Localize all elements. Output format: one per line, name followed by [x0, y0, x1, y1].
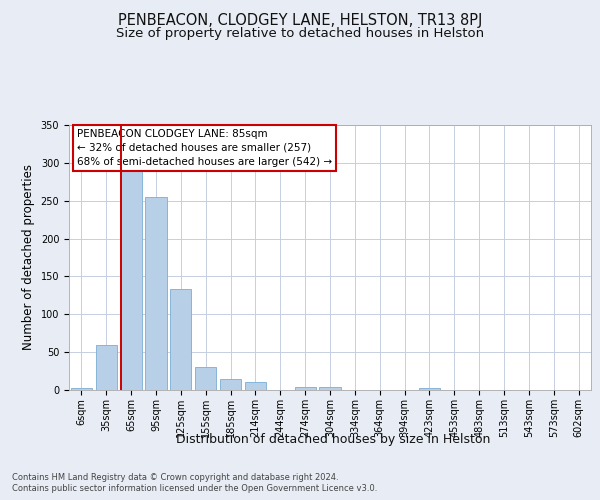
Text: PENBEACON CLODGEY LANE: 85sqm
← 32% of detached houses are smaller (257)
68% of : PENBEACON CLODGEY LANE: 85sqm ← 32% of d… — [77, 129, 332, 167]
Y-axis label: Number of detached properties: Number of detached properties — [22, 164, 35, 350]
Text: Size of property relative to detached houses in Helston: Size of property relative to detached ho… — [116, 28, 484, 40]
Text: PENBEACON, CLODGEY LANE, HELSTON, TR13 8PJ: PENBEACON, CLODGEY LANE, HELSTON, TR13 8… — [118, 12, 482, 28]
Bar — [220, 378, 241, 390]
Bar — [96, 344, 117, 390]
Bar — [170, 290, 191, 390]
Bar — [245, 382, 266, 390]
Text: Contains public sector information licensed under the Open Government Licence v3: Contains public sector information licen… — [12, 484, 377, 493]
Bar — [121, 169, 142, 390]
Text: Distribution of detached houses by size in Helston: Distribution of detached houses by size … — [176, 432, 490, 446]
Bar — [71, 388, 92, 390]
Bar — [295, 387, 316, 390]
Bar — [419, 388, 440, 390]
Bar — [195, 368, 216, 390]
Bar — [319, 387, 341, 390]
Bar — [145, 197, 167, 390]
Text: Contains HM Land Registry data © Crown copyright and database right 2024.: Contains HM Land Registry data © Crown c… — [12, 472, 338, 482]
